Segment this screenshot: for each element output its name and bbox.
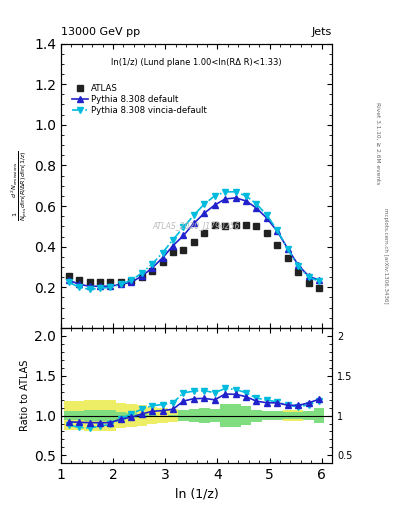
Pythia 8.308 vincia-default [275, 227, 280, 233]
Text: mcplots.cern.ch [arXiv:1306.3436]: mcplots.cern.ch [arXiv:1306.3436] [383, 208, 387, 304]
Pythia 8.308 vincia-default [108, 284, 113, 290]
Text: ln(1/z) (Lund plane 1.00<ln(RΔ R)<1.33): ln(1/z) (Lund plane 1.00<ln(RΔ R)<1.33) [111, 58, 282, 67]
Pythia 8.308 vincia-default [254, 201, 259, 207]
Pythia 8.308 default [254, 205, 259, 211]
Pythia 8.308 default [98, 283, 103, 289]
Pythia 8.308 vincia-default [296, 263, 301, 269]
Pythia 8.308 default [66, 277, 71, 283]
Text: Jets: Jets [312, 27, 332, 37]
Pythia 8.308 default [306, 273, 311, 279]
Pythia 8.308 vincia-default [87, 286, 92, 292]
ATLAS [160, 259, 165, 265]
Pythia 8.308 default [129, 279, 134, 285]
ATLAS [202, 230, 207, 237]
Pythia 8.308 default [212, 202, 217, 208]
Pythia 8.308 vincia-default [77, 284, 81, 290]
Pythia 8.308 vincia-default [233, 189, 238, 195]
Text: 13000 GeV pp: 13000 GeV pp [61, 27, 140, 37]
Y-axis label: Ratio to ATLAS: Ratio to ATLAS [20, 360, 30, 431]
ATLAS [296, 269, 301, 275]
Pythia 8.308 vincia-default [160, 250, 165, 256]
ATLAS [212, 222, 217, 228]
Text: ATLAS_2020_I1790256: ATLAS_2020_I1790256 [153, 221, 240, 230]
ATLAS [275, 242, 280, 248]
Pythia 8.308 vincia-default [119, 281, 123, 287]
Pythia 8.308 vincia-default [140, 270, 144, 276]
ATLAS [66, 273, 71, 279]
ATLAS [285, 255, 290, 261]
ATLAS [254, 223, 259, 229]
Pythia 8.308 vincia-default [150, 261, 154, 267]
Pythia 8.308 default [223, 196, 228, 202]
Pythia 8.308 vincia-default [317, 278, 321, 284]
ATLAS [233, 222, 238, 228]
ATLAS [140, 274, 144, 280]
Pythia 8.308 default [119, 281, 123, 287]
Pythia 8.308 vincia-default [191, 212, 196, 218]
Line: Pythia 8.308 vincia-default: Pythia 8.308 vincia-default [66, 189, 322, 292]
ATLAS [191, 239, 196, 245]
Pythia 8.308 default [87, 283, 92, 289]
ATLAS [306, 280, 311, 286]
Pythia 8.308 default [171, 243, 175, 249]
Pythia 8.308 default [244, 198, 248, 204]
Pythia 8.308 default [233, 195, 238, 201]
Pythia 8.308 default [77, 281, 81, 287]
Text: Rivet 3.1.10, ≥ 2.6M events: Rivet 3.1.10, ≥ 2.6M events [376, 102, 380, 184]
ATLAS [98, 279, 103, 285]
Pythia 8.308 default [108, 283, 113, 289]
Pythia 8.308 default [202, 210, 207, 216]
ATLAS [171, 249, 175, 255]
Pythia 8.308 vincia-default [66, 279, 71, 285]
Pythia 8.308 default [275, 228, 280, 234]
Pythia 8.308 vincia-default [285, 246, 290, 252]
Pythia 8.308 vincia-default [202, 201, 207, 207]
Pythia 8.308 default [140, 273, 144, 279]
ATLAS [181, 247, 186, 253]
Legend: ATLAS, Pythia 8.308 default, Pythia 8.308 vincia-default: ATLAS, Pythia 8.308 default, Pythia 8.30… [71, 82, 209, 117]
ATLAS [119, 279, 123, 285]
Pythia 8.308 vincia-default [212, 193, 217, 199]
Pythia 8.308 default [285, 246, 290, 252]
Pythia 8.308 default [160, 255, 165, 261]
X-axis label: ln (1/z): ln (1/z) [174, 488, 219, 501]
Pythia 8.308 vincia-default [264, 212, 269, 218]
Pythia 8.308 default [317, 277, 321, 283]
Pythia 8.308 vincia-default [223, 189, 228, 195]
ATLAS [87, 279, 92, 285]
Pythia 8.308 default [191, 220, 196, 226]
Pythia 8.308 default [296, 262, 301, 268]
ATLAS [129, 278, 134, 284]
ATLAS [223, 223, 228, 229]
Y-axis label: $\frac{1}{N_{\rm jets}}\frac{d^{2}N_{\rm emissions}}{d\ln(R/\Delta R)\,d\ln(1/z): $\frac{1}{N_{\rm jets}}\frac{d^{2}N_{\rm… [9, 150, 30, 221]
ATLAS [108, 279, 113, 285]
Pythia 8.308 vincia-default [244, 193, 248, 199]
Line: Pythia 8.308 default: Pythia 8.308 default [66, 195, 322, 289]
ATLAS [264, 230, 269, 237]
Pythia 8.308 vincia-default [306, 274, 311, 280]
ATLAS [244, 222, 248, 228]
Pythia 8.308 default [264, 215, 269, 221]
Pythia 8.308 vincia-default [181, 224, 186, 230]
ATLAS [150, 268, 154, 274]
Pythia 8.308 default [181, 232, 186, 239]
Pythia 8.308 vincia-default [171, 237, 175, 243]
Pythia 8.308 vincia-default [129, 277, 134, 283]
Pythia 8.308 default [150, 265, 154, 271]
ATLAS [77, 277, 81, 283]
ATLAS [317, 285, 321, 291]
Pythia 8.308 vincia-default [98, 285, 103, 291]
Line: ATLAS: ATLAS [66, 223, 322, 291]
